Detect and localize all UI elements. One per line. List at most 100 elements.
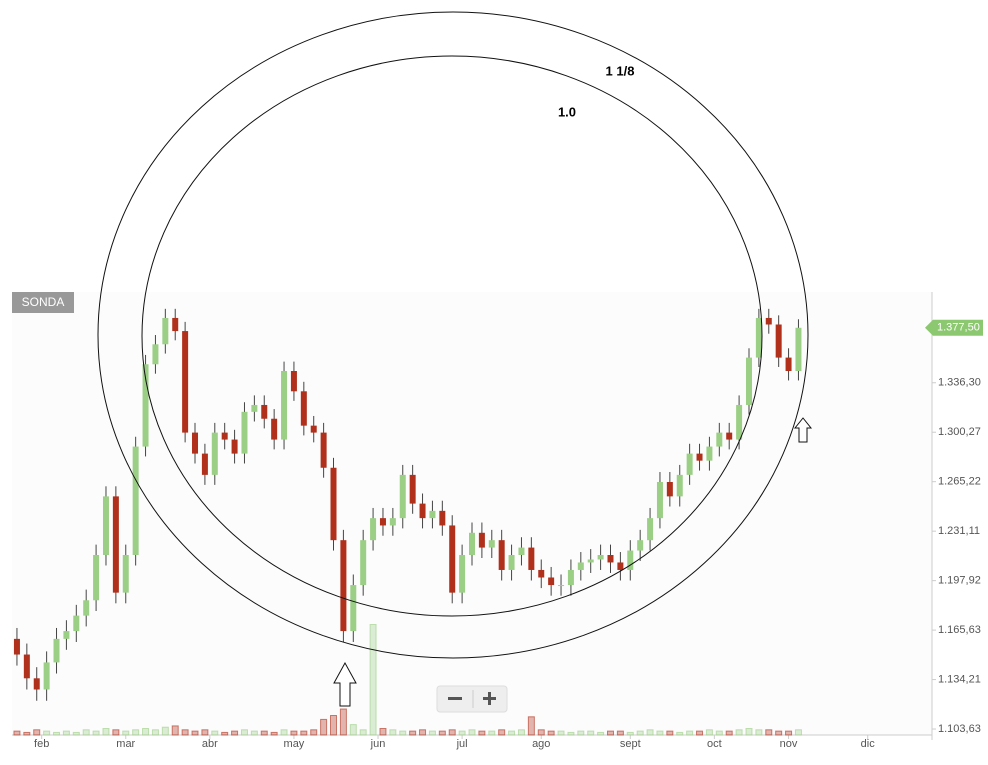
candle-body [736,404,743,440]
candle-body [627,550,634,570]
volume-bar [310,729,318,736]
candle-body [23,654,30,679]
volume-bar [705,729,713,736]
candle-body [607,555,614,563]
volume-bar [82,729,90,736]
arrow [793,417,813,443]
candle-body [162,317,169,345]
volume-bar [508,730,516,736]
volume-bar [399,730,407,736]
annotation: 1 1/8 [606,63,635,78]
zoom-controls [436,685,508,713]
volume-bar [151,729,159,736]
volume-bar [419,729,427,736]
candle-body [201,453,208,475]
candle-body [439,510,446,526]
volume-bar [191,730,199,736]
candle-body [241,411,248,454]
volume-bar [794,729,802,736]
candle-body [310,425,317,433]
candle-body [360,540,367,586]
candle-body [686,453,693,475]
volume-bar [775,730,783,736]
candle-body [765,317,772,325]
volume-bar [240,729,248,736]
candle-body [83,600,90,616]
volume-bar [13,730,21,736]
candle-body [389,518,396,526]
x-tick-label: mar [116,738,135,750]
candle-body [63,631,70,639]
candle-body [231,439,238,454]
volume-bar [33,729,41,736]
volume-bar [102,728,110,736]
candle-body [775,324,782,358]
plot-area [12,292,932,735]
annotation: 1.0 [558,104,576,119]
volume-bar [72,731,80,736]
volume-bar [626,731,634,736]
candle-body [290,371,297,392]
volume-bar [468,729,476,736]
volume-bar [765,729,773,736]
zoom-in[interactable] [483,692,496,705]
y-tick-label: 1.197,92 [938,575,981,587]
candle-body [508,555,515,570]
volume-bar [636,730,644,736]
candle-body [152,344,159,365]
candle-body [172,317,179,332]
volume-bar [656,730,664,736]
x-tick-label: may [284,738,305,750]
volume-bar [211,730,219,736]
x-tick-label: jun [370,738,386,750]
volume-bar [478,730,486,736]
volume-bar [666,730,674,736]
volume-bar [498,729,506,736]
volume-bar [409,730,417,736]
symbol-badge [12,292,74,313]
volume-bar [606,730,614,736]
volume-bar [745,728,753,736]
last-price-marker [925,319,983,336]
volume-bar [567,731,575,736]
candle-body [142,364,149,447]
volume-bar [161,726,169,736]
x-tick-label: dic [861,738,876,750]
candle-body [102,496,109,556]
candle-body [330,467,337,541]
candle-body [449,525,456,593]
candle-body [548,577,555,586]
candle-body [597,555,604,560]
zoom-bar [436,685,508,713]
candle-body [132,446,139,556]
volume-bar [53,731,61,736]
candle-body [647,518,654,541]
volume-bar [201,729,209,736]
zoom-out[interactable] [448,697,462,700]
volume-bar [270,731,278,736]
volume-bar [389,729,397,736]
candle-body [122,555,129,593]
volume-bar [231,730,239,736]
candle-body [706,446,713,461]
volume-bar [142,728,150,736]
candle-body [469,532,475,556]
candle-body [637,540,644,551]
candle-body [350,585,357,632]
candle-body [419,503,426,519]
candle-body [538,569,545,578]
candle-body [271,418,278,440]
volume-bar [171,725,179,736]
candle-body [53,638,60,663]
candle-body [785,357,792,372]
candle-body [755,317,762,358]
volume-bar [339,708,347,736]
y-tick-label: 1.300,27 [938,426,981,438]
arrow [333,661,357,707]
volume-bar [686,730,694,736]
chart-title: SONDA [22,295,65,309]
candle-body [192,432,199,454]
candle-body [251,404,258,412]
candle-body [43,662,50,690]
candle-body [528,547,535,570]
